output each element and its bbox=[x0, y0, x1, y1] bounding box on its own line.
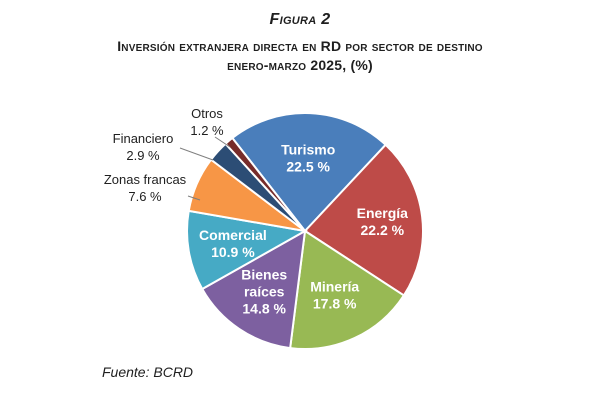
pie-slice-comercial bbox=[186, 209, 308, 291]
slice-label-mineria: Minería bbox=[310, 279, 359, 295]
leader-line-zonas-francas bbox=[187, 195, 201, 201]
slice-label-zonas-francas: Zonas francas bbox=[104, 172, 187, 187]
slice-value-comercial: 10.9 % bbox=[211, 244, 255, 260]
pie-slice-mineria bbox=[289, 229, 406, 350]
slice-label-bienes-raices-2: raíces bbox=[244, 284, 285, 300]
chart-title-line-2: enero-marzo 2025, (%) bbox=[227, 57, 373, 73]
slice-value-energia: 22.2 % bbox=[361, 222, 405, 238]
figure-label: Figura 2 bbox=[269, 11, 331, 28]
slice-value-bienes-raices: 14.8 % bbox=[242, 301, 286, 317]
leader-line-otros bbox=[214, 136, 231, 148]
chart-title: Inversión extranjera directa en RD por s… bbox=[0, 37, 600, 75]
slice-label-comercial: Comercial bbox=[199, 227, 267, 243]
chart-title-line-1: Inversión extranjera directa en RD por s… bbox=[117, 38, 483, 54]
slice-label-otros: Otros bbox=[191, 106, 223, 121]
slice-value-financiero: 2.9 % bbox=[126, 148, 160, 163]
source-note: Fuente: BCRD bbox=[102, 364, 194, 380]
slice-value-turismo: 22.5 % bbox=[286, 158, 330, 174]
slice-label-energia: Energía bbox=[357, 205, 409, 221]
slice-value-otros: 1.2 % bbox=[190, 123, 224, 138]
leader-line-financiero bbox=[179, 147, 214, 161]
slice-value-mineria: 17.8 % bbox=[313, 296, 357, 312]
slice-value-zonas-francas: 7.6 % bbox=[128, 189, 162, 204]
pie-slice-turismo bbox=[230, 111, 388, 233]
slice-label-bienes-raices-1: Bienes bbox=[241, 267, 287, 283]
pie-slice-bienes-raices bbox=[200, 229, 307, 350]
pie-slice-energia bbox=[303, 143, 424, 297]
slice-label-turismo: Turismo bbox=[281, 141, 335, 157]
slice-label-financiero: Financiero bbox=[113, 131, 174, 146]
